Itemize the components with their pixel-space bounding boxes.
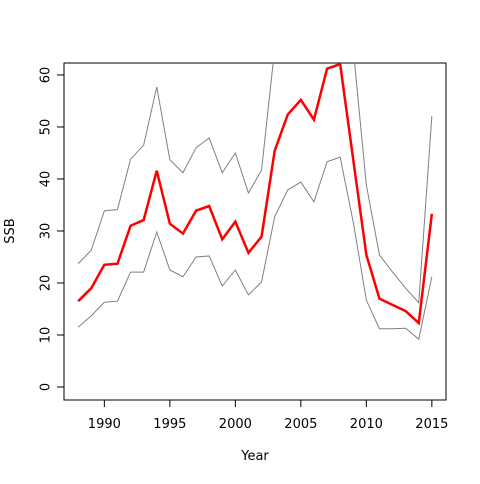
x-tick-label: 1995 — [153, 417, 186, 432]
y-tick-label: 0 — [39, 383, 54, 391]
y-tick-label: 50 — [39, 119, 54, 136]
y-tick-label: 10 — [39, 327, 54, 344]
y-tick-label: 30 — [39, 223, 54, 240]
y-tick-label: 40 — [39, 171, 54, 188]
x-tick-label: 2015 — [415, 417, 448, 432]
x-tick-label: 2000 — [219, 417, 252, 432]
series-line — [77, 63, 433, 304]
series-line — [77, 156, 433, 341]
x-tick-label: 1990 — [88, 417, 121, 432]
y-tick-label: 60 — [39, 67, 54, 84]
x-tick-label: 2010 — [350, 417, 383, 432]
y-axis-label: SSB — [3, 218, 18, 243]
series-line — [77, 63, 434, 326]
x-tick-label: 2005 — [284, 417, 317, 432]
lines — [77, 63, 434, 341]
x-axis-label: Year — [240, 449, 269, 464]
plot-frame — [63, 62, 447, 401]
y-tick-label: 20 — [39, 275, 54, 292]
